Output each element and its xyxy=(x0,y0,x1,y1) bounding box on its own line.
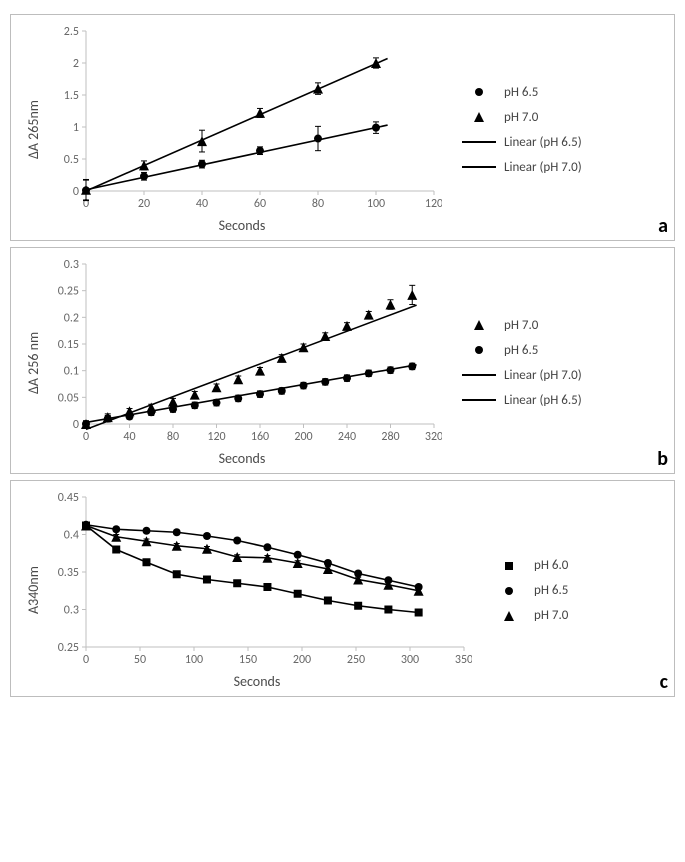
legend-item: Linear (pH 7.0) xyxy=(462,368,582,383)
svg-text:0.3: 0.3 xyxy=(64,258,79,272)
panel-letter-c: c xyxy=(660,670,668,694)
legend-item: pH 7.0 xyxy=(492,608,568,623)
svg-text:0.3: 0.3 xyxy=(64,604,79,618)
svg-text:0.05: 0.05 xyxy=(58,391,79,405)
plot-c: 0501001502002503003500.250.30.350.40.45 … xyxy=(42,491,472,690)
legend-item: Linear (pH 6.5) xyxy=(462,393,582,408)
page: ΔA 265nm 0 20 40 60 80 100 120 0 0.5 1 1.5 2 2.5 Sec… xyxy=(0,0,685,707)
svg-text:0.25: 0.25 xyxy=(58,641,79,655)
plot-b: 0 40 80 120 160 200 240 280 320 0 0.05 0.1 0.15 0.2 0.… xyxy=(42,258,442,467)
svg-text:0.1: 0.1 xyxy=(64,365,79,379)
panel-letter-a: a xyxy=(658,214,668,238)
plot-a: 02040608010012000.511.522.5 Seconds xyxy=(42,25,442,234)
svg-text:50: 50 xyxy=(134,653,146,667)
legend-label: pH 7.0 xyxy=(504,318,538,333)
legend-label: pH 6.5 xyxy=(504,85,538,100)
xlabel-b: Seconds xyxy=(42,450,442,467)
svg-text:200: 200 xyxy=(293,653,311,667)
svg-text:2.5: 2.5 xyxy=(64,25,79,39)
legend-label: pH 7.0 xyxy=(504,110,538,125)
legend-label: Linear (pH 6.5) xyxy=(504,135,582,150)
ylabel-a: ΔA 265nm xyxy=(21,25,42,234)
legend-label: Linear (pH 7.0) xyxy=(504,368,582,383)
svg-text:60: 60 xyxy=(254,197,266,211)
xlabel-a: Seconds xyxy=(42,217,442,234)
legend-item: Linear (pH 7.0) xyxy=(462,160,582,175)
chart-a-wrap: ΔA 265nm 02040608010012000.511.522.5 Sec… xyxy=(21,25,664,234)
svg-text:150: 150 xyxy=(239,653,257,667)
svg-text:1.5: 1.5 xyxy=(64,89,79,103)
legend-a: pH 6.5 pH 7.0 Linear (pH 6.5) Linear (pH 7.… xyxy=(462,85,582,175)
svg-text:1: 1 xyxy=(73,121,79,135)
svg-text:350: 350 xyxy=(455,653,472,667)
svg-text:0: 0 xyxy=(83,653,89,667)
svg-text:100: 100 xyxy=(367,197,385,211)
svg-text:20: 20 xyxy=(138,197,150,211)
legend-label: Linear (pH 6.5) xyxy=(504,393,582,408)
chart-b-svg: 0 40 80 120 160 200 240 280 320 0 0.05 0.1 0.15 0.2 0.… xyxy=(42,258,442,448)
svg-text:0.4: 0.4 xyxy=(64,529,79,543)
svg-text:0: 0 xyxy=(73,418,79,432)
svg-text:0.15: 0.15 xyxy=(58,338,79,352)
svg-text:280: 280 xyxy=(381,430,399,444)
legend-label: pH 6.5 xyxy=(534,583,568,598)
ylabel-b: ΔA 256 nm xyxy=(21,258,42,467)
svg-text:0.5: 0.5 xyxy=(64,153,79,167)
ylabel-c: A340nm xyxy=(21,491,42,690)
legend-item: pH 6.5 xyxy=(492,583,568,598)
svg-text:40: 40 xyxy=(123,430,135,444)
svg-text:0: 0 xyxy=(83,430,89,444)
chart-b-wrap: ΔA 256 nm 0 40 80 120 160 200 240 280 320 0 0.05 0.… xyxy=(21,258,664,467)
svg-text:160: 160 xyxy=(251,430,269,444)
svg-text:320: 320 xyxy=(425,430,442,444)
svg-text:0.25: 0.25 xyxy=(58,285,79,299)
legend-item: pH 7.0 xyxy=(462,318,582,333)
legend-b: pH 7.0 pH 6.5 Linear (pH 7.0) Linear (pH 6.… xyxy=(462,318,582,408)
svg-text:80: 80 xyxy=(167,430,179,444)
legend-label: pH 6.0 xyxy=(534,558,568,573)
svg-text:80: 80 xyxy=(312,197,324,211)
xlabel-c: Seconds xyxy=(42,673,472,690)
svg-text:0.45: 0.45 xyxy=(58,491,79,505)
panel-c: A340nm 0501001502002503003500.250.30.350… xyxy=(10,480,675,697)
legend-item: Linear (pH 6.5) xyxy=(462,135,582,150)
chart-a-svg: 02040608010012000.511.522.5 xyxy=(42,25,442,215)
legend-item: pH 6.0 xyxy=(492,558,568,573)
legend-item: pH 7.0 xyxy=(462,110,582,125)
svg-text:240: 240 xyxy=(338,430,356,444)
chart-c-svg: 0 50 100 150 200 250 300 350 0.25 0.3 0.35 0.4 0.45 xyxy=(42,491,472,671)
svg-text:250: 250 xyxy=(347,653,365,667)
panel-a: ΔA 265nm 02040608010012000.511.522.5 Sec… xyxy=(10,14,675,241)
svg-text:100: 100 xyxy=(185,653,203,667)
legend-item: pH 6.5 xyxy=(462,343,582,358)
panel-letter-b: b xyxy=(657,447,668,471)
svg-text:0: 0 xyxy=(73,185,79,199)
svg-text:300: 300 xyxy=(401,653,419,667)
svg-text:0.35: 0.35 xyxy=(58,566,79,580)
svg-text:2: 2 xyxy=(73,57,79,71)
legend-label: Linear (pH 7.0) xyxy=(504,160,582,175)
legend-label: pH 7.0 xyxy=(534,608,568,623)
svg-text:0.2: 0.2 xyxy=(64,311,79,325)
svg-text:120: 120 xyxy=(207,430,225,444)
legend-c: pH 6.0 pH 6.5 pH 7.0 xyxy=(492,558,568,623)
panel-b: ΔA 256 nm 0 40 80 120 160 200 240 280 320 0 0.05 0.… xyxy=(10,247,675,474)
svg-text:200: 200 xyxy=(294,430,312,444)
svg-text:40: 40 xyxy=(196,197,208,211)
legend-item: pH 6.5 xyxy=(462,85,582,100)
legend-label: pH 6.5 xyxy=(504,343,538,358)
svg-text:120: 120 xyxy=(425,197,442,211)
chart-c-wrap: A340nm 0501001502002503003500.250.30.350… xyxy=(21,491,664,690)
